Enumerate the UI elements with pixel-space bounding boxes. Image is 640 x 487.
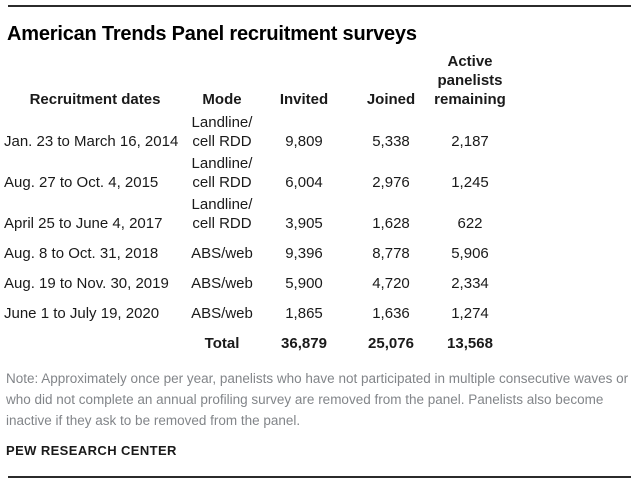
- invited-cell: 9,396: [285, 245, 323, 262]
- bottom-rule: [8, 476, 631, 478]
- column-header-joined: Joined: [366, 91, 416, 108]
- active-cell: 622: [457, 215, 483, 232]
- table-row: June 1 to July 19, 2020 ABS/web 1,865 1,…: [4, 296, 508, 326]
- recruitment-dates-cell: Aug. 8 to Oct. 31, 2018: [4, 245, 159, 262]
- table-total-row: Total 36,879 25,076 13,568: [4, 326, 508, 357]
- invited-cell: 6,004: [285, 174, 323, 191]
- active-cell: 2,334: [451, 275, 489, 292]
- total-active-cell: 13,568: [447, 335, 493, 352]
- table-row: April 25 to June 4, 2017 Landline/ cell …: [4, 195, 508, 236]
- recruitment-dates-cell: Aug. 19 to Nov. 30, 2019: [4, 275, 169, 292]
- table-header-row: Recruitment dates Mode Invited Joined Ac…: [4, 52, 508, 113]
- invited-cell: 9,809: [285, 133, 323, 150]
- source-label: PEW RESEARCH CENTER: [6, 443, 177, 458]
- joined-cell: 1,636: [372, 305, 410, 322]
- footnote: Note: Approximately once per year, panel…: [6, 371, 629, 428]
- top-rule: [8, 5, 631, 7]
- joined-cell: 8,778: [372, 245, 410, 262]
- invited-cell: 3,905: [285, 215, 323, 232]
- active-cell: 5,906: [451, 245, 489, 262]
- active-cell: 1,274: [451, 305, 489, 322]
- joined-cell: 4,720: [372, 275, 410, 292]
- table-row: Aug. 27 to Oct. 4, 2015 Landline/ cell R…: [4, 154, 508, 195]
- table-row: Jan. 23 to March 16, 2014 Landline/ cell…: [4, 113, 508, 154]
- table-row: Aug. 19 to Nov. 30, 2019 ABS/web 5,900 4…: [4, 266, 508, 296]
- recruitment-dates-cell: June 1 to July 19, 2020: [4, 305, 160, 322]
- figure-title: American Trends Panel recruitment survey…: [7, 23, 417, 45]
- invited-cell: 5,900: [285, 275, 323, 292]
- mode-cell: Landline/ cell RDD: [191, 196, 253, 232]
- column-header-invited: Invited: [279, 91, 329, 108]
- column-header-mode: Mode: [202, 91, 242, 108]
- column-header-active-panelists-remaining: Active panelists remaining: [434, 53, 506, 108]
- empty-cell: [4, 326, 186, 357]
- mode-cell: Landline/ cell RDD: [191, 114, 253, 150]
- joined-cell: 1,628: [372, 215, 410, 232]
- mode-cell: ABS/web: [191, 305, 253, 322]
- recruitment-dates-cell: April 25 to June 4, 2017: [4, 215, 163, 232]
- table-row: Aug. 8 to Oct. 31, 2018 ABS/web 9,396 8,…: [4, 236, 508, 266]
- column-header-recruitment-dates: Recruitment dates: [29, 91, 161, 108]
- recruitment-dates-cell: Jan. 23 to March 16, 2014: [4, 133, 179, 150]
- mode-cell: ABS/web: [191, 275, 253, 292]
- total-joined-cell: 25,076: [368, 335, 414, 352]
- joined-cell: 5,338: [372, 133, 410, 150]
- mode-cell: Landline/ cell RDD: [191, 155, 253, 191]
- invited-cell: 1,865: [285, 305, 323, 322]
- mode-cell: ABS/web: [191, 245, 253, 262]
- recruitment-dates-cell: Aug. 27 to Oct. 4, 2015: [4, 174, 159, 191]
- joined-cell: 2,976: [372, 174, 410, 191]
- recruitment-surveys-table: Recruitment dates Mode Invited Joined Ac…: [4, 52, 508, 357]
- active-cell: 1,245: [451, 174, 489, 191]
- total-invited-cell: 36,879: [281, 335, 327, 352]
- total-label-cell: Total: [204, 335, 240, 352]
- active-cell: 2,187: [451, 133, 489, 150]
